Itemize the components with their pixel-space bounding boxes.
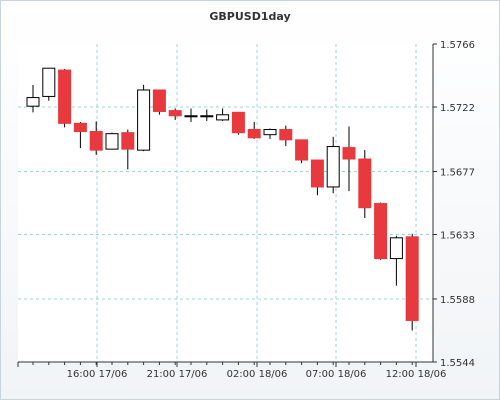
candle: [389, 235, 403, 286]
candle-body-down: [295, 139, 309, 161]
candle: [184, 108, 198, 122]
candle: [342, 126, 356, 192]
candle-body-down: [342, 147, 356, 160]
candle-body-up: [263, 129, 277, 136]
candle-body-down: [310, 159, 324, 188]
candle: [216, 108, 230, 121]
x-tick-label: 21:00 17/06: [147, 369, 208, 380]
candle: [152, 89, 166, 115]
chart-title: GBPUSD1day: [209, 10, 291, 23]
y-tick-label: 1.5722: [440, 103, 475, 114]
candle-body-down: [89, 131, 103, 151]
y-tick-label: 1.5766: [440, 40, 475, 51]
candle-body-up: [216, 114, 230, 121]
candle: [326, 136, 340, 194]
x-tick-label: 02:00 18/06: [227, 369, 288, 380]
candle-body-down: [405, 236, 419, 321]
candle: [58, 68, 72, 128]
y-tick-label: 1.5544: [440, 358, 475, 369]
candle-body-up: [184, 115, 198, 118]
candle: [42, 67, 56, 101]
y-tick-label: 1.5588: [440, 295, 475, 306]
candle-body-down: [152, 89, 166, 112]
candle-body-up: [105, 133, 119, 150]
candle: [137, 84, 151, 152]
candles: [26, 67, 419, 331]
candle-body-down: [358, 158, 372, 209]
candle-body-up: [42, 67, 56, 97]
candle-body-down: [168, 110, 182, 117]
candle: [105, 132, 119, 150]
candle: [231, 111, 245, 135]
candle-body-down: [374, 203, 388, 260]
candle: [263, 128, 277, 139]
candle: [121, 129, 135, 170]
candle: [295, 139, 309, 164]
candle-body-down: [73, 122, 87, 133]
candle: [73, 121, 87, 149]
candle: [26, 84, 40, 113]
candle: [358, 150, 372, 219]
candle: [168, 108, 182, 120]
candle-body-up: [326, 146, 340, 188]
candle-body-down: [231, 111, 245, 134]
candle: [200, 109, 214, 121]
candle: [247, 121, 261, 139]
y-tick-label: 1.5677: [440, 167, 475, 178]
candle: [89, 121, 103, 155]
x-tick-label: 07:00 18/06: [306, 369, 367, 380]
axes: 1.5766 1.5722 1.5677 1.5633 1.5588 1.5544 16:0…: [17, 40, 475, 380]
candle-body-down: [279, 129, 293, 141]
candle-body-up: [389, 237, 403, 260]
candle-body-up: [26, 97, 40, 107]
x-tick-label: 16:00 17/06: [67, 369, 128, 380]
candle-body-down: [58, 69, 72, 124]
candle: [310, 159, 324, 196]
candle-body-down: [247, 129, 261, 139]
candle-body-up: [200, 115, 214, 118]
candle-body-up: [137, 89, 151, 151]
candle: [279, 125, 293, 147]
y-tick-label: 1.5633: [440, 231, 475, 242]
candle: [374, 202, 388, 260]
x-tick-label: 12:00 18/06: [386, 369, 447, 380]
candle: [405, 233, 419, 331]
candle-body-down: [121, 132, 135, 150]
